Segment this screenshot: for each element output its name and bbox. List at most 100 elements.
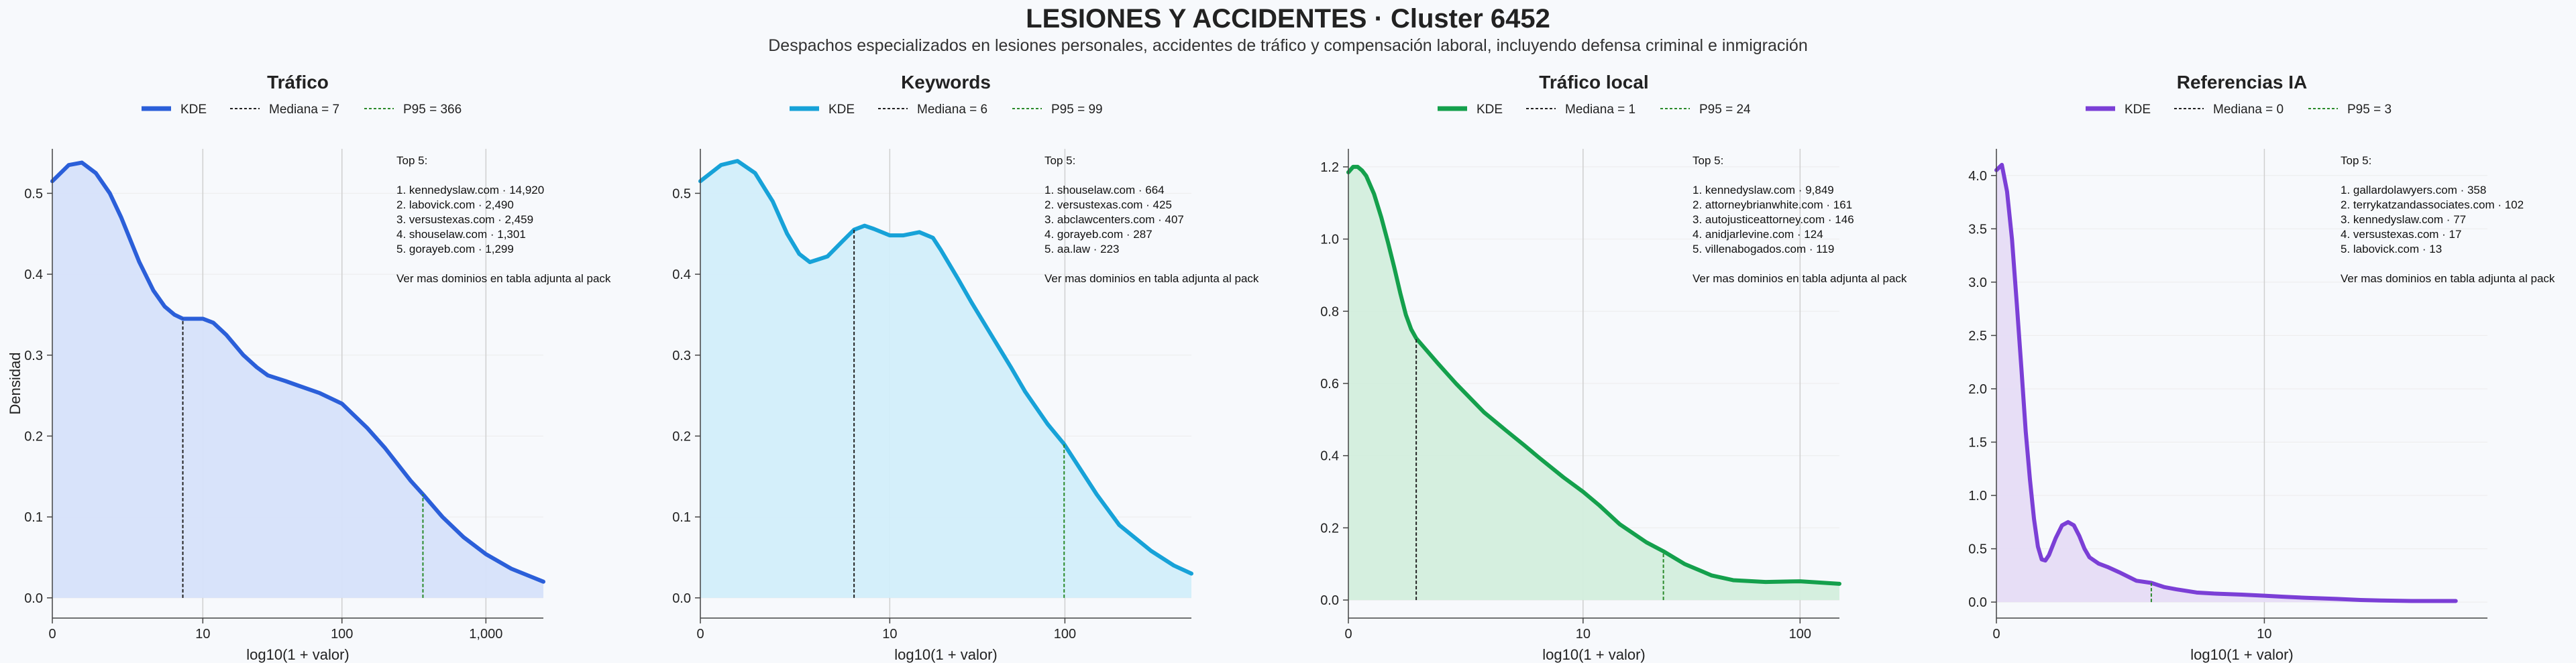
legend: KDE Mediana = 6 P95 = 99 bbox=[790, 103, 1103, 117]
x-axis-label: log10(1 + valor) bbox=[246, 646, 349, 663]
annotation-line: 4. anidjarlevine.com · 124 bbox=[1693, 228, 1823, 241]
y-tick-label: 0.4 bbox=[1320, 449, 1339, 464]
annotation-line: Ver mas dominios en tabla adjunta al pac… bbox=[396, 272, 611, 285]
chart-panel-4: Referencias IA KDE Mediana = 0 P95 = 3 0.0 0.… bbox=[1968, 72, 2555, 663]
y-tick-label: 3.0 bbox=[1968, 276, 1987, 290]
y-tick-label: 0.3 bbox=[24, 349, 43, 363]
kde-area bbox=[52, 162, 543, 598]
y-tick-label: 0.2 bbox=[672, 429, 691, 444]
y-tick-label: 3.5 bbox=[1968, 222, 1987, 237]
annotation-line: 3. versustexas.com · 2,459 bbox=[396, 213, 533, 226]
y-tick-label: 0.3 bbox=[672, 349, 691, 363]
annotation-line: 3. kennedyslaw.com · 77 bbox=[2341, 213, 2466, 226]
x-tick-label: 0 bbox=[696, 627, 704, 642]
y-tick-label: 0.0 bbox=[1320, 593, 1339, 608]
annotation-line: Ver mas dominios en tabla adjunta al pac… bbox=[1693, 272, 1907, 285]
annotation-line: Top 5: bbox=[1044, 154, 1075, 167]
x-tick-label: 100 bbox=[1054, 627, 1076, 642]
y-tick-label: 0.4 bbox=[24, 267, 43, 282]
annotation-line: 3. abclawcenters.com · 407 bbox=[1044, 213, 1184, 226]
legend-p95-label: P95 = 99 bbox=[1051, 103, 1103, 117]
legend-median-label: Mediana = 0 bbox=[2213, 103, 2284, 117]
y-tick-label: 0.2 bbox=[24, 429, 43, 444]
y-tick-label: 4.0 bbox=[1968, 169, 1987, 184]
legend-kde-label: KDE bbox=[828, 103, 855, 117]
y-tick-label: 1.0 bbox=[1320, 233, 1339, 247]
chart-title: Keywords bbox=[901, 72, 991, 93]
y-tick-label: 1.2 bbox=[1320, 160, 1339, 175]
y-tick-label: 1.5 bbox=[1968, 436, 1987, 450]
legend-p95-label: P95 = 24 bbox=[1699, 103, 1751, 117]
x-tick-label: 100 bbox=[1789, 627, 1811, 642]
annotation-line: 1. kennedyslaw.com · 9,849 bbox=[1693, 184, 1834, 196]
annotation-line: 5. labovick.com · 13 bbox=[2341, 243, 2442, 255]
x-axis-label: log10(1 + valor) bbox=[2190, 646, 2293, 663]
y-tick-label: 0.5 bbox=[672, 186, 691, 201]
kde-area bbox=[700, 161, 1191, 598]
x-tick-label: 10 bbox=[2257, 627, 2271, 642]
legend: KDE Mediana = 7 P95 = 366 bbox=[142, 103, 462, 117]
annotation-line: 1. gallardolawyers.com · 358 bbox=[2341, 184, 2486, 196]
legend-kde-label: KDE bbox=[2125, 103, 2151, 117]
figure-subtitle: Despachos especializados en lesiones per… bbox=[768, 36, 1808, 55]
figure-title: LESIONES Y ACCIDENTES · Cluster 6452 bbox=[1026, 4, 1550, 34]
annotation-line: Ver mas dominios en tabla adjunta al pac… bbox=[2341, 272, 2555, 285]
annotation-line: 1. shouselaw.com · 664 bbox=[1044, 184, 1165, 196]
x-axis-label: log10(1 + valor) bbox=[894, 646, 997, 663]
chart-title: Referencias IA bbox=[2177, 72, 2308, 93]
x-tick-label: 10 bbox=[195, 627, 210, 642]
x-tick-label: 0 bbox=[1992, 627, 2000, 642]
y-tick-label: 0.0 bbox=[1968, 595, 1987, 610]
annotation-line: Top 5: bbox=[2341, 154, 2371, 167]
top5-annotation: Top 5: 1. shouselaw.com · 664 2. versustex… bbox=[1044, 154, 1259, 285]
x-tick-label: 10 bbox=[882, 627, 897, 642]
x-axis-label: log10(1 + valor) bbox=[1542, 646, 1645, 663]
legend-median-label: Mediana = 1 bbox=[1565, 103, 1635, 117]
legend-p95-label: P95 = 3 bbox=[2347, 103, 2392, 117]
top5-annotation: Top 5: 1. kennedyslaw.com · 14,920 2. labo… bbox=[396, 154, 611, 285]
annotation-line: Top 5: bbox=[1693, 154, 1723, 167]
annotation-line: 5. aa.law · 223 bbox=[1044, 243, 1120, 255]
legend-kde-label: KDE bbox=[180, 103, 207, 117]
annotation-line: 2. labovick.com · 2,490 bbox=[396, 198, 514, 211]
x-tick-label: 0 bbox=[1344, 627, 1352, 642]
annotation-line: Ver mas dominios en tabla adjunta al pac… bbox=[1044, 272, 1259, 285]
chart-panel-2: Keywords KDE Mediana = 6 P95 = 99 0.0 0.1 0.2 0… bbox=[672, 72, 1259, 663]
legend: KDE Mediana = 0 P95 = 3 bbox=[2086, 103, 2392, 117]
legend-kde-label: KDE bbox=[1477, 103, 1503, 117]
y-tick-label: 0.0 bbox=[24, 591, 43, 606]
y-tick-label: 2.0 bbox=[1968, 382, 1987, 397]
y-tick-label: 1.0 bbox=[1968, 489, 1987, 503]
legend-median-label: Mediana = 7 bbox=[269, 103, 339, 117]
y-tick-label: 0.8 bbox=[1320, 304, 1339, 319]
annotation-line: 2. terrykatzandassociates.com · 102 bbox=[2341, 198, 2524, 211]
kde-line bbox=[1994, 162, 2458, 603]
x-tick-label: 100 bbox=[331, 627, 353, 642]
y-tick-label: 0.4 bbox=[672, 267, 691, 282]
y-tick-label: 0.1 bbox=[672, 510, 691, 525]
top5-annotation: Top 5: 1. gallardolawyers.com · 358 2. ter… bbox=[2341, 154, 2555, 285]
annotation-line: 4. gorayeb.com · 287 bbox=[1044, 228, 1152, 241]
x-tick-label: 1,000 bbox=[469, 627, 502, 642]
annotation-line: 3. autojusticeattorney.com · 146 bbox=[1693, 213, 1854, 226]
chart-title: Tráfico bbox=[267, 72, 329, 93]
y-tick-label: 0.6 bbox=[1320, 377, 1339, 391]
y-tick-label: 0.2 bbox=[1320, 521, 1339, 536]
annotation-line: 4. shouselaw.com · 1,301 bbox=[396, 228, 526, 241]
y-tick-label: 0.1 bbox=[24, 510, 43, 525]
kde-line bbox=[50, 160, 545, 584]
legend: KDE Mediana = 1 P95 = 24 bbox=[1438, 103, 1751, 117]
annotation-line: 5. villenabogados.com · 119 bbox=[1693, 243, 1834, 255]
top5-annotation: Top 5: 1. kennedyslaw.com · 9,849 2. attor… bbox=[1693, 154, 1907, 285]
chart-title: Tráfico local bbox=[1539, 72, 1648, 93]
annotation-line: 2. attorneybrianwhite.com · 161 bbox=[1693, 198, 1852, 211]
x-tick-label: 10 bbox=[1576, 627, 1591, 642]
annotation-line: Top 5: bbox=[396, 154, 427, 167]
kde-line bbox=[698, 159, 1193, 576]
chart-panel-3: Tráfico local KDE Mediana = 1 P95 = 24 0.0 0.… bbox=[1320, 72, 1907, 663]
y-tick-label: 0.0 bbox=[672, 591, 691, 606]
legend-median-label: Mediana = 6 bbox=[917, 103, 987, 117]
legend-p95-label: P95 = 366 bbox=[403, 103, 462, 117]
